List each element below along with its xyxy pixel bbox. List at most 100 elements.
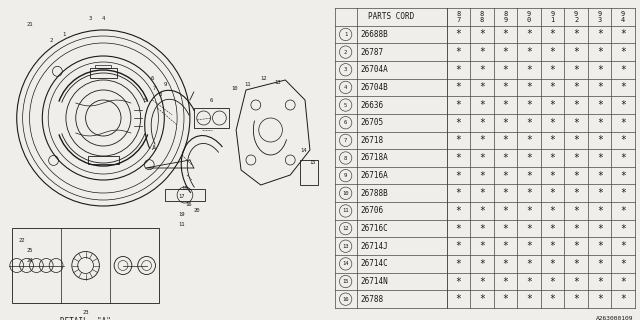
Text: *: * — [620, 47, 626, 57]
Text: *: * — [479, 29, 485, 39]
Text: *: * — [502, 188, 509, 198]
Text: 6: 6 — [210, 98, 213, 102]
Text: *: * — [502, 135, 509, 145]
Text: *: * — [456, 259, 461, 269]
Text: *: * — [526, 47, 532, 57]
Text: 7: 7 — [344, 138, 348, 143]
Text: *: * — [502, 294, 509, 304]
Text: *: * — [550, 29, 556, 39]
Text: *: * — [573, 29, 579, 39]
Text: *: * — [620, 135, 626, 145]
Text: 12: 12 — [342, 226, 349, 231]
Text: *: * — [596, 65, 603, 75]
Text: *: * — [573, 224, 579, 234]
Text: *: * — [596, 118, 603, 128]
Text: *: * — [596, 29, 603, 39]
Text: *: * — [550, 241, 556, 251]
Text: *: * — [550, 118, 556, 128]
Text: 6: 6 — [151, 76, 154, 81]
Text: *: * — [620, 188, 626, 198]
Text: A: A — [152, 145, 157, 151]
Text: 18: 18 — [182, 186, 188, 190]
Text: *: * — [479, 224, 485, 234]
Text: *: * — [456, 118, 461, 128]
Text: *: * — [596, 47, 603, 57]
Text: *: * — [596, 276, 603, 286]
Text: *: * — [620, 241, 626, 251]
Text: *: * — [502, 65, 509, 75]
Text: 2: 2 — [574, 17, 579, 23]
Text: *: * — [526, 29, 532, 39]
Text: *: * — [502, 259, 509, 269]
Text: *: * — [596, 259, 603, 269]
Text: 8: 8 — [159, 92, 162, 98]
Text: 26706: 26706 — [361, 206, 384, 215]
Text: 26705: 26705 — [361, 118, 384, 127]
Text: 26714J: 26714J — [361, 242, 388, 251]
Text: 26714C: 26714C — [361, 260, 388, 268]
Text: *: * — [596, 135, 603, 145]
Text: 4: 4 — [102, 15, 105, 20]
Text: *: * — [573, 188, 579, 198]
Text: *: * — [526, 241, 532, 251]
Text: 16: 16 — [342, 297, 349, 302]
Text: *: * — [550, 188, 556, 198]
Text: 6: 6 — [344, 120, 348, 125]
Text: 26714N: 26714N — [361, 277, 388, 286]
Text: *: * — [620, 276, 626, 286]
Text: *: * — [596, 206, 603, 216]
Text: 26788B: 26788B — [361, 189, 388, 198]
Text: 8: 8 — [504, 11, 508, 17]
Text: *: * — [526, 171, 532, 181]
Text: 11: 11 — [244, 83, 251, 87]
Bar — [194, 108, 229, 128]
Text: *: * — [550, 135, 556, 145]
Text: 8: 8 — [344, 156, 348, 161]
Text: *: * — [573, 153, 579, 163]
Text: *: * — [526, 224, 532, 234]
Text: 2: 2 — [49, 37, 52, 43]
Text: *: * — [456, 47, 461, 57]
Text: *: * — [550, 294, 556, 304]
Text: *: * — [456, 241, 461, 251]
Text: *: * — [502, 171, 509, 181]
Bar — [12, 228, 159, 303]
Text: 24: 24 — [26, 258, 33, 262]
Text: *: * — [596, 294, 603, 304]
Text: *: * — [620, 100, 626, 110]
Text: *: * — [479, 206, 485, 216]
Text: *: * — [479, 276, 485, 286]
Text: *: * — [550, 153, 556, 163]
Text: *: * — [479, 47, 485, 57]
Text: *: * — [596, 241, 603, 251]
Text: *: * — [456, 83, 461, 92]
Text: *: * — [526, 153, 532, 163]
Text: *: * — [456, 135, 461, 145]
Text: 26704A: 26704A — [361, 65, 388, 74]
Text: *: * — [479, 294, 485, 304]
Text: *: * — [620, 153, 626, 163]
Text: *: * — [573, 206, 579, 216]
Text: *: * — [479, 241, 485, 251]
Text: 0: 0 — [527, 17, 531, 23]
Text: *: * — [596, 188, 603, 198]
Text: *: * — [526, 118, 532, 128]
Bar — [88, 156, 119, 164]
Text: 2: 2 — [344, 50, 348, 55]
Text: 3: 3 — [89, 15, 92, 20]
Text: 11: 11 — [342, 208, 349, 213]
Text: 11: 11 — [179, 222, 185, 228]
Text: 13: 13 — [274, 79, 281, 84]
Text: 23: 23 — [83, 310, 89, 316]
Text: *: * — [456, 29, 461, 39]
Text: *: * — [456, 188, 461, 198]
Text: 3: 3 — [598, 17, 602, 23]
Text: *: * — [502, 206, 509, 216]
Text: *: * — [526, 83, 532, 92]
Text: *: * — [479, 118, 485, 128]
Text: 26787: 26787 — [361, 48, 384, 57]
Text: 13: 13 — [342, 244, 349, 249]
Text: *: * — [526, 259, 532, 269]
Text: *: * — [596, 153, 603, 163]
Text: *: * — [573, 294, 579, 304]
